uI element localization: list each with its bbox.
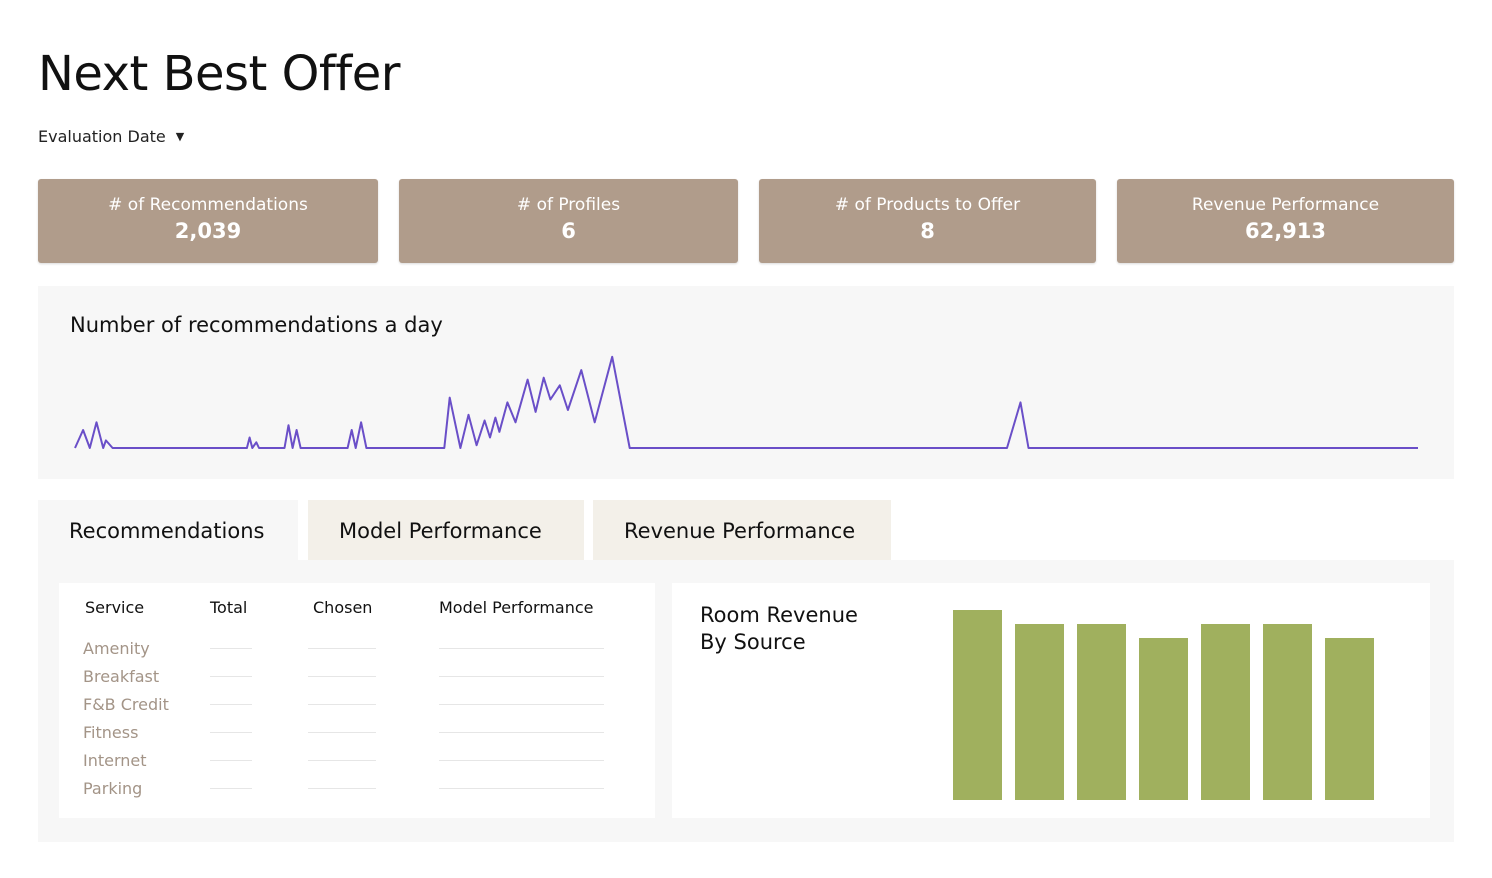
- bar: [1139, 638, 1188, 800]
- kpi-card: Revenue Performance 62,913: [1117, 179, 1454, 263]
- kpi-value: 8: [920, 219, 935, 243]
- service-name: Internet: [83, 751, 147, 770]
- line-chart: [74, 355, 1418, 449]
- kpi-label: # of Profiles: [516, 195, 621, 215]
- kpi-label: Revenue Performance: [1191, 195, 1380, 215]
- column-header: Model Performance: [439, 598, 594, 617]
- bar: [953, 610, 1002, 800]
- cell-rule: [439, 704, 604, 705]
- kpi-card: # of Products to Offer 8: [759, 179, 1096, 263]
- service-name: Amenity: [83, 639, 150, 658]
- column-header: Chosen: [313, 598, 373, 617]
- cell-rule: [210, 760, 252, 761]
- service-name: Breakfast: [83, 667, 160, 686]
- filter-dropdown[interactable]: Evaluation Date ▼: [38, 127, 184, 146]
- cell-rule: [308, 732, 376, 733]
- kpi-card: # of Recommendations 2,039: [38, 179, 378, 263]
- service-name: Fitness: [83, 723, 139, 742]
- filter-label: Evaluation Date: [38, 127, 166, 146]
- cell-rule: [210, 676, 252, 677]
- kpi-label: # of Products to Offer: [834, 195, 1021, 215]
- column-header: Service: [85, 598, 145, 617]
- cell-rule: [308, 704, 376, 705]
- service-name: F&B Credit: [83, 695, 169, 714]
- bar: [1015, 624, 1064, 800]
- cell-rule: [210, 732, 252, 733]
- kpi-value: 62,913: [1244, 219, 1327, 243]
- cell-rule: [439, 676, 604, 677]
- cell-rule: [210, 704, 252, 705]
- page-title: Next Best Offer: [38, 46, 400, 102]
- service-name: Parking: [83, 779, 143, 798]
- bar: [1077, 624, 1126, 800]
- table-card: [59, 583, 655, 818]
- chart-title: Number of recommendations a day: [70, 313, 443, 337]
- cell-rule: [308, 760, 376, 761]
- cell-rule: [308, 788, 376, 789]
- kpi-value: 2,039: [174, 219, 242, 243]
- line-panel: [38, 286, 1454, 479]
- cell-rule: [308, 648, 376, 649]
- cell-rule: [439, 732, 604, 733]
- bar: [1325, 638, 1374, 800]
- cell-rule: [308, 676, 376, 677]
- cell-rule: [439, 760, 604, 761]
- column-header: Total: [210, 598, 248, 617]
- kpi-card: # of Profiles 6: [399, 179, 738, 263]
- bar: [1201, 624, 1250, 800]
- tab[interactable]: Model Performance: [308, 500, 584, 560]
- kpi-value: 6: [561, 219, 576, 243]
- bar-chart: [953, 610, 1374, 800]
- dropdown-caret: ▼: [175, 130, 185, 143]
- tab[interactable]: Revenue Performance: [593, 500, 891, 560]
- bar: [1263, 624, 1312, 800]
- kpi-label: # of Recommendations: [108, 195, 308, 215]
- cell-rule: [439, 648, 604, 649]
- line-series: [74, 355, 1418, 449]
- chart-title: Room Revenue By Source: [700, 603, 858, 654]
- tab-active[interactable]: Recommendations: [69, 519, 265, 543]
- cell-rule: [210, 788, 252, 789]
- cell-rule: [210, 648, 252, 649]
- cell-rule: [439, 788, 604, 789]
